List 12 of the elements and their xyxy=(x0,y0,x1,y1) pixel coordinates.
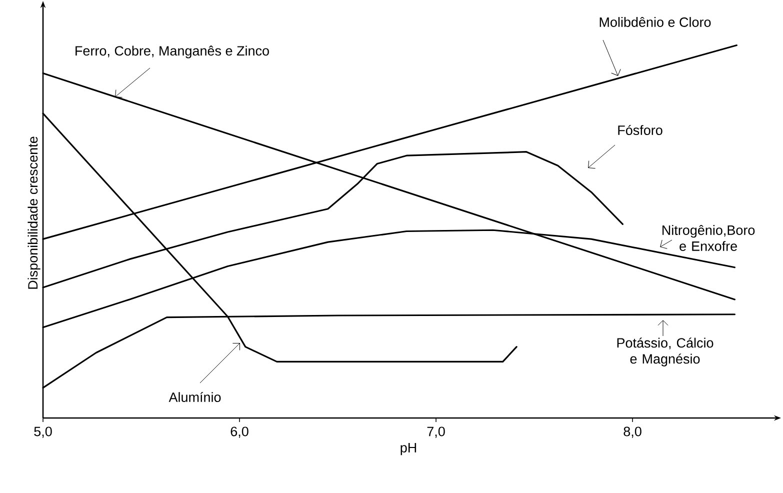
text: Alumínio xyxy=(168,392,221,402)
series-label: Ferro, Cobre, Manganês e Zinco xyxy=(76,46,269,58)
x-tick-label: 5,0 xyxy=(34,426,52,438)
series-label: Potássio, Cálcio e Magnésio xyxy=(617,338,714,366)
x-axis-title: pH xyxy=(400,443,416,456)
x-tick-label: 8,0 xyxy=(624,426,642,438)
x-tick-label: 6,0 xyxy=(230,426,248,438)
text: Fósforo xyxy=(618,124,662,136)
series-label: Molibdênio e Cloro xyxy=(600,17,711,27)
x-tick-label: 7,0 xyxy=(427,426,445,438)
y-axis-title: Disponibilidade crescente xyxy=(28,136,40,289)
legend-label: Nitrogênio,Boro e Enxofre xyxy=(662,225,755,251)
